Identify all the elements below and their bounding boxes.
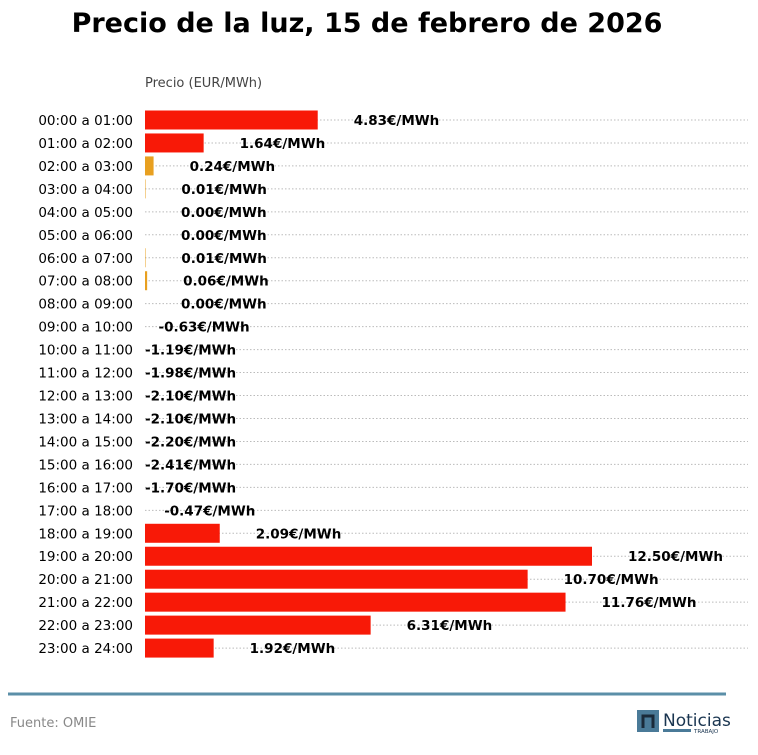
bar — [145, 133, 204, 153]
category-label: 19:00 a 20:00 — [38, 549, 133, 565]
category-label: 09:00 a 10:00 — [38, 320, 133, 336]
data-label: -2.10€/MWh — [145, 389, 236, 405]
x-axis-label: Precio (EUR/MWh) — [145, 76, 262, 91]
category-label: 23:00 a 24:00 — [38, 641, 133, 657]
data-label: 4.83€/MWh — [354, 113, 440, 129]
noticias-trabajo-logo: Noticias TRABAJO — [637, 710, 731, 735]
category-label: 15:00 a 16:00 — [38, 457, 133, 473]
category-label: 10:00 a 11:00 — [38, 343, 133, 359]
data-label: -2.10€/MWh — [145, 411, 236, 427]
data-label: 0.01€/MWh — [181, 251, 267, 267]
category-label: 06:00 a 07:00 — [38, 251, 133, 267]
data-label: 0.00€/MWh — [181, 205, 267, 221]
bar — [145, 615, 371, 635]
svg-text:TRABAJO: TRABAJO — [693, 729, 719, 735]
data-label: 0.00€/MWh — [181, 297, 267, 313]
data-label: -0.63€/MWh — [158, 320, 249, 336]
category-label: 01:00 a 02:00 — [38, 136, 133, 152]
bar — [145, 156, 154, 176]
data-label: 12.50€/MWh — [628, 549, 723, 565]
data-label: 0.24€/MWh — [190, 159, 276, 175]
data-label: -1.98€/MWh — [145, 366, 236, 382]
category-label: 12:00 a 13:00 — [38, 389, 133, 405]
category-label: 04:00 a 05:00 — [38, 205, 133, 221]
data-label: -1.70€/MWh — [145, 480, 236, 496]
data-label: -2.41€/MWh — [145, 457, 236, 473]
category-label: 07:00 a 08:00 — [38, 274, 133, 290]
data-label: 2.09€/MWh — [256, 526, 342, 542]
category-label: 08:00 a 09:00 — [38, 297, 133, 313]
data-label: 0.01€/MWh — [181, 182, 267, 198]
category-label: 03:00 a 04:00 — [38, 182, 133, 198]
bar — [145, 271, 148, 291]
data-label: 11.76€/MWh — [602, 595, 697, 611]
data-label: -0.47€/MWh — [164, 503, 255, 519]
data-label: -2.20€/MWh — [145, 434, 236, 450]
category-label: 20:00 a 21:00 — [38, 572, 133, 588]
category-label: 17:00 a 18:00 — [38, 503, 133, 519]
bar — [145, 179, 146, 199]
data-label: 1.92€/MWh — [250, 641, 336, 657]
data-label: 0.00€/MWh — [181, 228, 267, 244]
bar — [145, 546, 592, 566]
data-label: 0.06€/MWh — [183, 274, 269, 290]
category-label: 11:00 a 12:00 — [38, 366, 133, 382]
data-label: -1.19€/MWh — [145, 343, 236, 359]
category-label: 02:00 a 03:00 — [38, 159, 133, 175]
category-label: 16:00 a 17:00 — [38, 480, 133, 496]
category-label: 13:00 a 14:00 — [38, 411, 133, 427]
data-label: 10.70€/MWh — [564, 572, 659, 588]
bar — [145, 523, 220, 543]
bar — [145, 592, 566, 612]
bar — [145, 110, 318, 130]
svg-text:Noticias: Noticias — [663, 711, 731, 731]
source-label: Fuente: OMIE — [10, 716, 96, 731]
category-label: 21:00 a 22:00 — [38, 595, 133, 611]
chart-title: Precio de la luz, 15 de febrero de 2026 — [72, 8, 663, 39]
category-label: 18:00 a 19:00 — [38, 526, 133, 542]
category-label: 05:00 a 06:00 — [38, 228, 133, 244]
data-label: 6.31€/MWh — [407, 618, 493, 634]
bar — [145, 638, 214, 658]
data-label: 1.64€/MWh — [240, 136, 326, 152]
bar — [145, 248, 146, 268]
bar — [145, 569, 528, 589]
category-label: 22:00 a 23:00 — [38, 618, 133, 634]
category-label: 00:00 a 01:00 — [38, 113, 133, 129]
category-label: 14:00 a 15:00 — [38, 434, 133, 450]
